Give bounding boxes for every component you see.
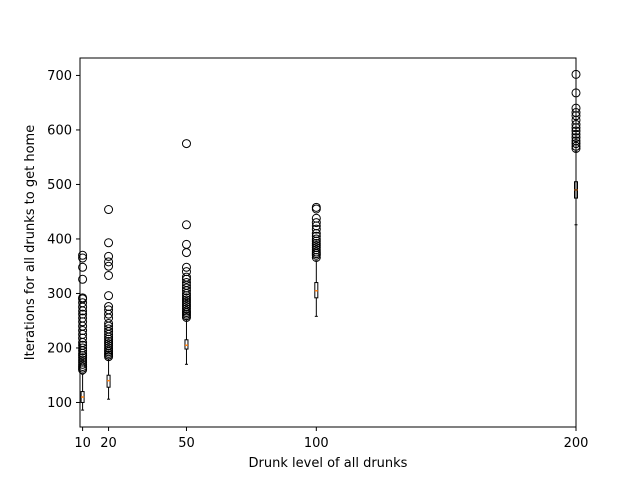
outlier-point [311,218,321,228]
x-tick-label: 20 [100,436,117,451]
outlier-point [181,220,191,230]
outlier-point [181,283,191,293]
outlier-point [78,359,88,369]
y-tick-label: 400 [47,232,72,247]
outlier-point [104,302,114,312]
outlier-point [311,243,321,253]
outlier-point [104,345,114,355]
outlier-point [181,302,191,312]
box-group [181,139,191,365]
outlier-point [104,251,114,261]
outlier-point [78,298,88,308]
outlier-point [78,357,88,367]
outlier-point [181,267,191,277]
y-tick-label: 100 [47,396,72,411]
x-tick-label: 200 [564,436,589,451]
outlier-point [311,247,321,257]
box-group [104,205,114,400]
outlier-point [181,293,191,303]
outlier-point [78,253,88,263]
outlier-point [78,340,88,350]
x-axis: 10 20 50 100 200 [74,427,588,451]
outlier-point [104,341,114,351]
outlier-point [311,234,321,244]
outlier-point [181,306,191,316]
outlier-point [104,336,114,346]
x-tick-label: 100 [304,436,329,451]
outlier-point [311,240,321,250]
y-axis-label: Iterations for all drunks to get home [23,125,38,360]
outlier-point [104,205,114,215]
outlier-point [104,305,114,315]
outlier-point [181,297,191,307]
outlier-point [311,238,321,248]
outlier-point [181,278,191,288]
x-axis-label: Drunk level of all drunks [249,456,408,471]
box-group [311,202,321,317]
outlier-point [181,272,191,282]
outlier-point [104,261,114,271]
box [184,339,189,350]
outlier-point [181,304,191,314]
x-tick-label: 10 [74,436,91,451]
outlier-point [181,299,191,309]
y-axis: 100 200 300 400 500 600 700 [47,69,80,411]
outlier-point [78,355,88,365]
outlier-point [78,353,88,363]
outlier-point [78,293,88,303]
outlier-point [311,245,321,255]
outlier-point [104,257,114,267]
outlier-point [104,339,114,349]
outlier-point [311,202,321,212]
outlier-point [78,309,88,319]
outlier-point [104,343,114,353]
outlier-point [78,262,88,272]
outlier-point [181,139,191,149]
outlier-point [181,239,191,249]
y-tick-label: 300 [47,287,72,302]
outlier-point [104,238,114,248]
outlier-point [181,262,191,272]
outlier-point [78,250,88,260]
outlier-point [78,313,88,323]
outlier-point [104,324,114,334]
outlier-point [311,224,321,234]
y-tick-label: 600 [47,123,72,138]
outlier-point [311,213,321,223]
outlier-point [78,361,88,371]
outlier-point [311,231,321,241]
outlier-point [78,326,88,336]
y-tick-label: 500 [47,178,72,193]
axes-frame [79,57,577,428]
outlier-point [104,270,114,280]
x-tick-label: 50 [178,436,195,451]
outlier-point [104,291,114,301]
outlier-point [104,318,114,328]
y-tick-label: 700 [47,69,72,84]
y-tick-label: 200 [47,341,72,356]
outlier-point [78,274,88,284]
outlier-point [181,295,191,305]
